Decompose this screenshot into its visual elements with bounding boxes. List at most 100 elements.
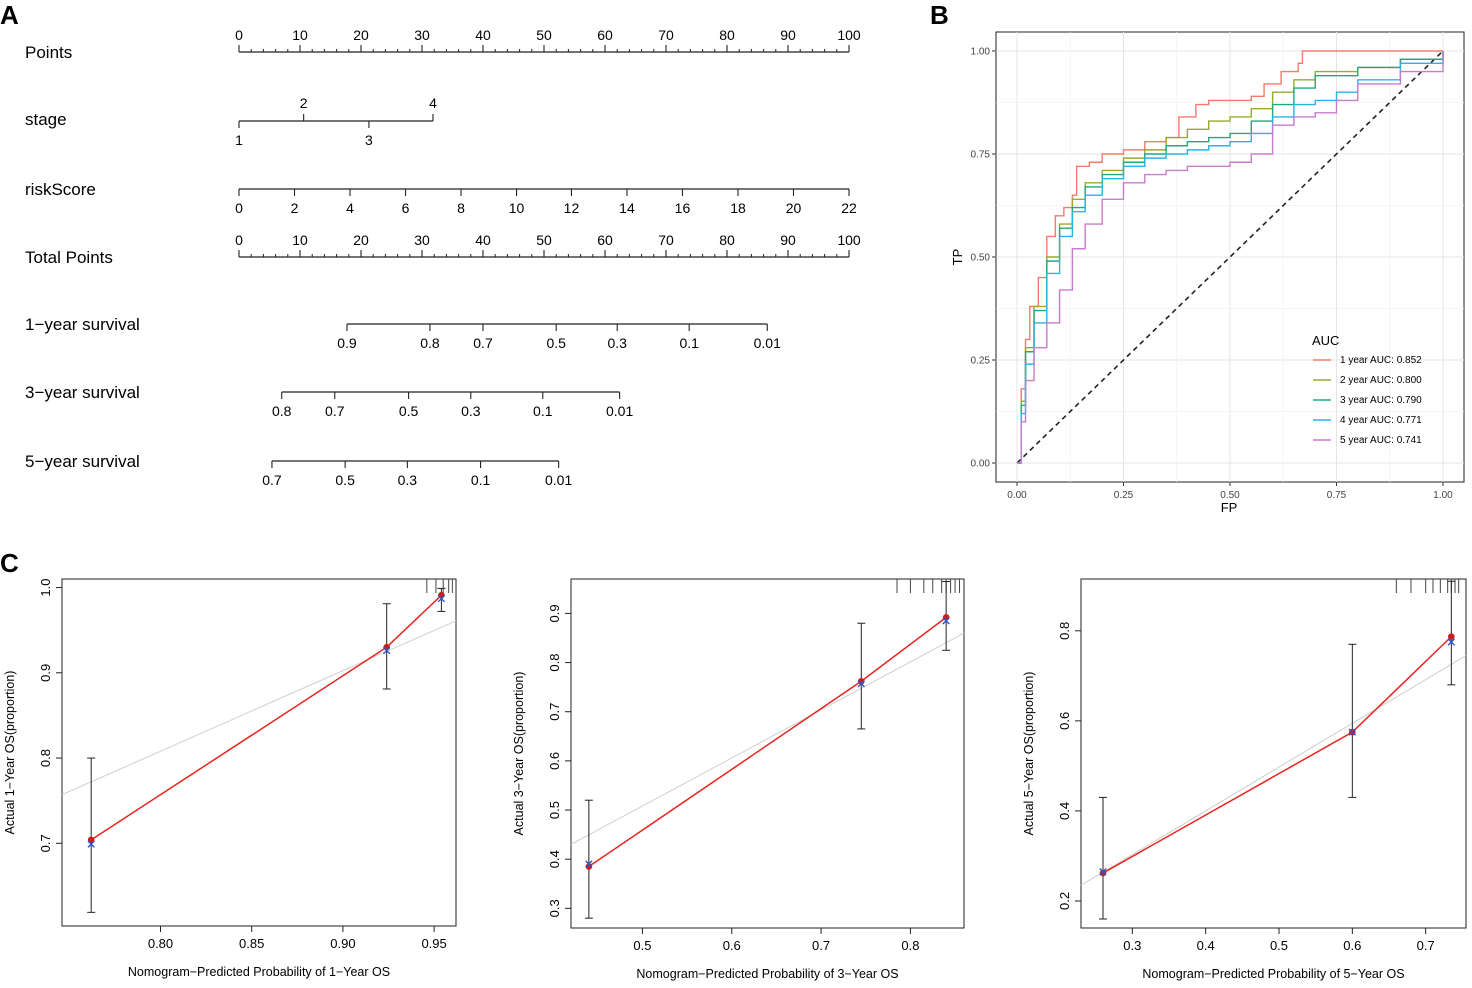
calibration-ideal-line <box>61 620 457 796</box>
calibration-x-tick-label: 0.6 <box>723 938 741 953</box>
nomogram-row-label: Points <box>25 43 72 62</box>
nomogram-tick-label: 6 <box>402 200 410 216</box>
calibration-y-tick-label: 0.4 <box>547 850 562 868</box>
roc-legend-title: AUC <box>1312 333 1339 348</box>
nomogram-tick-label: 12 <box>564 200 580 216</box>
calibration-y-tick-label: 0.6 <box>1057 712 1072 730</box>
calibration-bias-corrected-marker <box>1348 728 1357 736</box>
roc-x-tick-label: 0.00 <box>1007 490 1027 501</box>
calibration-x-tick-label: 0.5 <box>633 938 651 953</box>
nomogram-tick-label: 0 <box>235 200 243 216</box>
calibration-plot-frame <box>1080 578 1467 929</box>
nomogram-row-label: stage <box>25 110 67 129</box>
nomogram-tick-label: 0.5 <box>399 403 419 419</box>
calibration-x-tick-label: 0.3 <box>1123 938 1141 953</box>
nomogram-tick-label: 0.3 <box>461 403 481 419</box>
nomogram-tick-label: 1 <box>235 132 243 148</box>
calibration-x-tick-label: 0.4 <box>1197 938 1215 953</box>
calibration-y-tick-label: 0.8 <box>547 654 562 672</box>
calibration-observed-point <box>383 643 390 651</box>
nomogram-tick-label: 0.1 <box>679 335 699 351</box>
roc-y-tick-label: 1.00 <box>971 47 991 58</box>
nomogram-tick-label: 16 <box>675 200 691 216</box>
calibration-x-tick-label: 0.6 <box>1343 938 1361 953</box>
nomogram-tick-label: 0.01 <box>606 403 633 419</box>
roc-y-tick-label: 0.25 <box>971 356 991 367</box>
panel-c-letter: C <box>0 548 19 578</box>
calibration-1-year-panel: 0.80 0.85 0.90 0.95 0.7 0.8 0.9 1.0 Nomogram−Pre… <box>3 578 457 979</box>
nomogram-tick-label: 0.5 <box>335 472 355 488</box>
nomogram-tick-label: 0.8 <box>272 403 292 419</box>
nomogram-row-label: Total Points <box>25 248 113 267</box>
calibration-x-tick-label: 0.5 <box>1270 938 1288 953</box>
calibration-y-tick-label: 0.7 <box>38 834 53 852</box>
calibration-y-axis-title: Actual 3−Year OS(proportion) <box>512 672 526 836</box>
nomogram-tick-label: 0.3 <box>398 472 418 488</box>
nomogram-tick-label: 80 <box>719 232 735 248</box>
calibration-x-tick-label: 0.85 <box>239 936 264 951</box>
calibration-observed-point <box>1448 633 1455 640</box>
calibration-x-tick-label: 0.95 <box>421 936 446 951</box>
nomogram-tick-label: 40 <box>475 27 491 43</box>
nomogram-row-label: 5−year survival <box>25 452 140 471</box>
nomogram-tick-label: 80 <box>719 27 735 43</box>
nomogram-tick-label: 0.8 <box>420 335 440 351</box>
calibration-x-tick-label: 0.90 <box>330 936 355 951</box>
calibration-observed-point <box>438 591 445 599</box>
nomogram-tick-label: 4 <box>346 200 354 216</box>
nomogram-tick-label: 70 <box>658 232 674 248</box>
nomogram-tick-label: 0.7 <box>325 403 345 419</box>
calibration-x-tick-label: 0.8 <box>901 938 919 953</box>
panel-b-letter: B <box>930 0 949 30</box>
nomogram-tick-label: 20 <box>353 232 369 248</box>
nomogram-tick-label: 50 <box>536 232 552 248</box>
nomogram-tick-label: 4 <box>429 95 437 111</box>
roc-panel: 0.00 0.25 0.50 0.75 1.00 0.00 0.25 0.50 0.75 1.00… <box>950 31 1465 515</box>
calibration-y-tick-label: 0.9 <box>38 664 53 682</box>
nomogram-tick-label: 0.01 <box>754 335 781 351</box>
calibration-y-tick-label: 0.5 <box>547 801 562 819</box>
nomogram-tick-label: 0.01 <box>545 472 572 488</box>
nomogram-tick-label: 0.7 <box>473 335 493 351</box>
roc-y-tick-label: 0.00 <box>971 459 991 470</box>
nomogram-tick-label: 20 <box>353 27 369 43</box>
nomogram-tick-label: 0.7 <box>262 472 282 488</box>
roc-legend-entry: 1 year AUC: 0.852 <box>1340 355 1422 366</box>
calibration-plot-frame <box>61 578 457 927</box>
nomogram-tick-label: 0.5 <box>546 335 566 351</box>
calibration-y-tick-label: 0.9 <box>547 604 562 622</box>
calibration-bias-corrected-marker <box>382 646 391 655</box>
nomogram-tick-label: 60 <box>597 232 613 248</box>
nomogram-tick-label: 18 <box>730 200 746 216</box>
calibration-5-year-panel: 0.3 0.4 0.5 0.6 0.7 0.2 0.4 0.6 0.8 Nomogram−Pred… <box>1022 578 1467 981</box>
nomogram-tick-label: 20 <box>786 200 802 216</box>
roc-y-axis-title: TP <box>950 249 965 266</box>
calibration-y-tick-label: 0.4 <box>1057 802 1072 820</box>
nomogram-tick-label: 90 <box>780 27 796 43</box>
nomogram-row-label: 3−year survival <box>25 383 140 402</box>
nomogram-tick-label: 70 <box>658 27 674 43</box>
calibration-bias-corrected-marker <box>585 860 593 868</box>
roc-curve-4-year <box>1017 51 1444 464</box>
calibration-bias-corrected-marker <box>437 594 446 603</box>
nomogram-tick-label: 30 <box>414 27 430 43</box>
nomogram-row-label: 1−year survival <box>25 315 140 334</box>
calibration-x-tick-label: 0.7 <box>812 938 830 953</box>
roc-x-tick-label: 0.50 <box>1220 490 1240 501</box>
roc-y-tick-label: 0.50 <box>971 253 991 264</box>
calibration-y-tick-label: 0.6 <box>547 752 562 770</box>
nomogram-tick-label: 50 <box>536 27 552 43</box>
calibration-observed-point <box>1099 869 1107 877</box>
roc-y-tick-label: 0.75 <box>971 150 991 161</box>
calibration-bias-corrected-marker <box>857 680 865 688</box>
calibration-y-tick-label: 0.8 <box>1057 622 1072 640</box>
nomogram-tick-label: 0.9 <box>337 335 357 351</box>
calibration-x-axis-title: Nomogram−Predicted Probability of 3−Year… <box>636 967 898 981</box>
calibration-y-axis-title: Actual 5−Year OS(proportion) <box>1022 672 1036 836</box>
calibration-y-tick-label: 0.7 <box>547 703 562 721</box>
calibration-y-tick-label: 1.0 <box>38 578 53 596</box>
nomogram-tick-label: 100 <box>837 27 861 43</box>
nomogram-row-label: riskScore <box>25 180 96 199</box>
roc-x-tick-label: 0.25 <box>1114 490 1134 501</box>
